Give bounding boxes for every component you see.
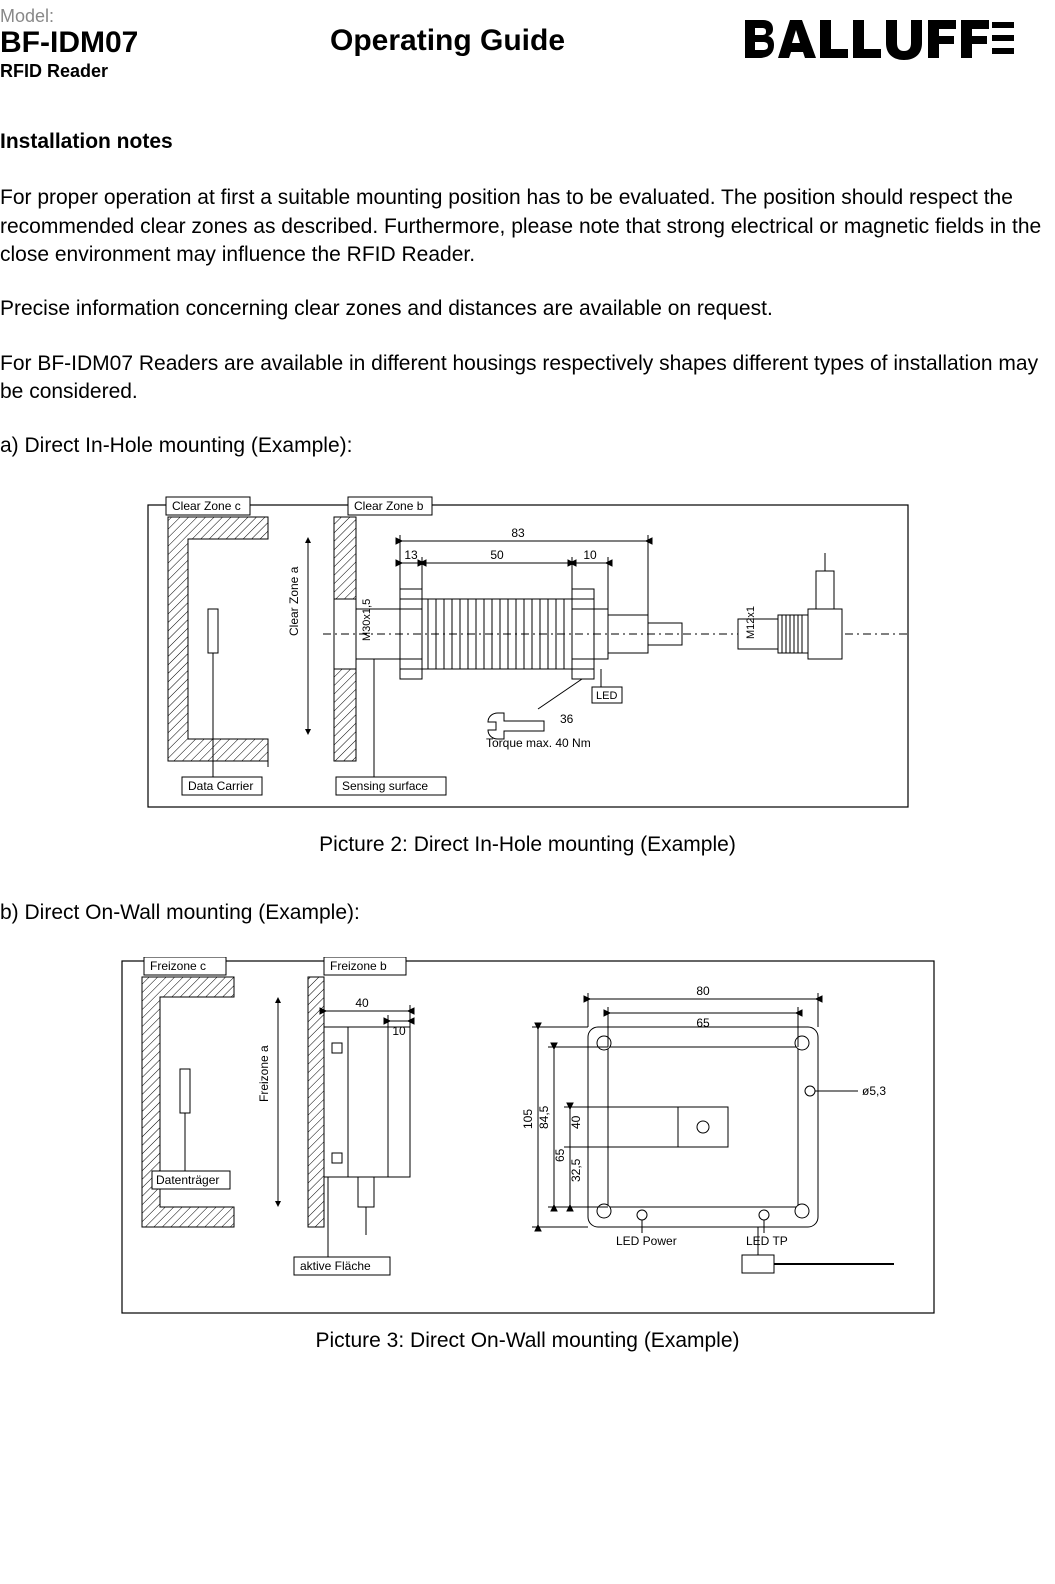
page-title: Operating Guide — [330, 24, 565, 58]
fig2-d13: 13 — [404, 548, 418, 562]
fig2-m30: M30x1,5 — [361, 599, 373, 641]
paragraph-1: For proper operation at first a suitable… — [0, 184, 1055, 269]
fig3-freizone-a: Freizone a — [257, 1045, 271, 1102]
fig2-clear-zone-b: Clear Zone b — [354, 499, 424, 513]
fig2-d36: 36 — [560, 712, 574, 726]
fig2-torque: Torque max. 40 Nm — [486, 736, 591, 750]
page: Model: BF-IDM07 RFID Reader Operating Gu… — [0, 0, 1055, 1356]
fig2-clear-zone-c: Clear Zone c — [172, 499, 241, 513]
fig2-clear-zone-a: Clear Zone a — [287, 566, 301, 636]
fig3-d105: 105 — [521, 1109, 535, 1129]
fig3-freizone-c: Freizone c — [150, 959, 206, 973]
model-subname: RFID Reader — [0, 61, 1015, 82]
fig3-datentrager: Datenträger — [156, 1173, 219, 1187]
figure-3: Freizone c Freizone b Datenträger Freizo… — [118, 957, 938, 1317]
fig2-d83: 83 — [511, 526, 525, 540]
example-b-label: b) Direct On-Wall mounting (Example): — [0, 899, 1055, 927]
paragraph-3: For BF-IDM07 Readers are available in di… — [0, 350, 1055, 407]
fig3-d32-5: 32,5 — [569, 1159, 583, 1183]
fig3-d5-3: ø5,3 — [862, 1084, 886, 1098]
example-a-label: a) Direct In-Hole mounting (Example): — [0, 432, 1055, 460]
figure-3-caption: Picture 3: Direct On-Wall mounting (Exam… — [0, 1327, 1055, 1355]
fig3-led-power: LED Power — [616, 1234, 677, 1248]
brand-logo — [745, 18, 1015, 62]
fig2-sensing: Sensing surface — [342, 779, 428, 793]
fig3-d65v: 65 — [553, 1149, 567, 1163]
fig2-d50: 50 — [490, 548, 504, 562]
fig3-d40v: 40 — [569, 1116, 583, 1130]
fig3-aktive: aktive Fläche — [300, 1259, 371, 1273]
page-header: Model: BF-IDM07 RFID Reader Operating Gu… — [0, 0, 1055, 106]
fig3-d65: 65 — [696, 1016, 710, 1030]
paragraph-2: Precise information concerning clear zon… — [0, 295, 1055, 323]
body: Installation notes For proper operation … — [0, 128, 1055, 1356]
fig3-led-tp: LED TP — [746, 1234, 788, 1248]
fig2-m12: M12x1 — [745, 606, 757, 639]
fig3-d80: 80 — [696, 984, 710, 998]
figure-2: Clear Zone c Clear Zone b Data Carrier C… — [138, 491, 918, 821]
fig3-d40: 40 — [355, 996, 369, 1010]
section-title: Installation notes — [0, 128, 1055, 156]
fig3-d84-5: 84,5 — [537, 1106, 551, 1130]
fig2-led: LED — [596, 690, 617, 702]
fig3-d10: 10 — [392, 1024, 406, 1038]
fig3-freizone-b: Freizone b — [330, 959, 387, 973]
fig2-d10: 10 — [583, 548, 597, 562]
figure-2-caption: Picture 2: Direct In-Hole mounting (Exam… — [0, 831, 1055, 859]
fig2-data-carrier: Data Carrier — [188, 779, 253, 793]
